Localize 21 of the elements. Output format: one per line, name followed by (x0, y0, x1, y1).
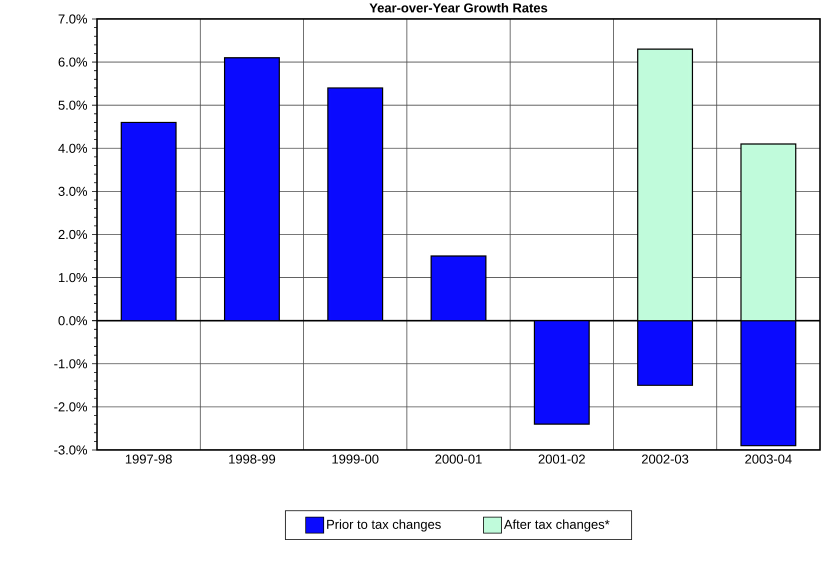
y-tick-label: 3.0% (58, 186, 88, 196)
x-tick-label: 1998-99 (229, 454, 276, 464)
y-tick-label: 7.0% (58, 14, 88, 24)
y-tick-label: -3.0% (54, 445, 88, 455)
y-tick-label: 2.0% (58, 230, 88, 240)
y-tick-label: 6.0% (58, 57, 88, 67)
x-tick-label: 2001-02 (538, 454, 585, 464)
legend-label: Prior to tax changes (327, 519, 441, 532)
y-tick-label: 4.0% (58, 144, 88, 153)
x-tick-label: 2000-01 (435, 454, 482, 464)
x-tick-label: 2002-03 (642, 454, 688, 464)
y-tick-label: -1.0% (54, 359, 88, 368)
y-tick-label: 1.0% (58, 272, 88, 282)
y-tick-label: 5.0% (58, 100, 88, 110)
x-tick-label: 1997-98 (126, 454, 172, 464)
chart-title: Year-over-Year Growth Rates (369, 2, 548, 12)
y-tick-label: 0.0% (58, 316, 88, 326)
x-tick-label: 2003-04 (745, 454, 792, 464)
x-tick-label: 1999-00 (332, 454, 378, 464)
legend-label: After tax changes* (504, 519, 610, 532)
y-tick-label: -2.0% (54, 402, 88, 412)
